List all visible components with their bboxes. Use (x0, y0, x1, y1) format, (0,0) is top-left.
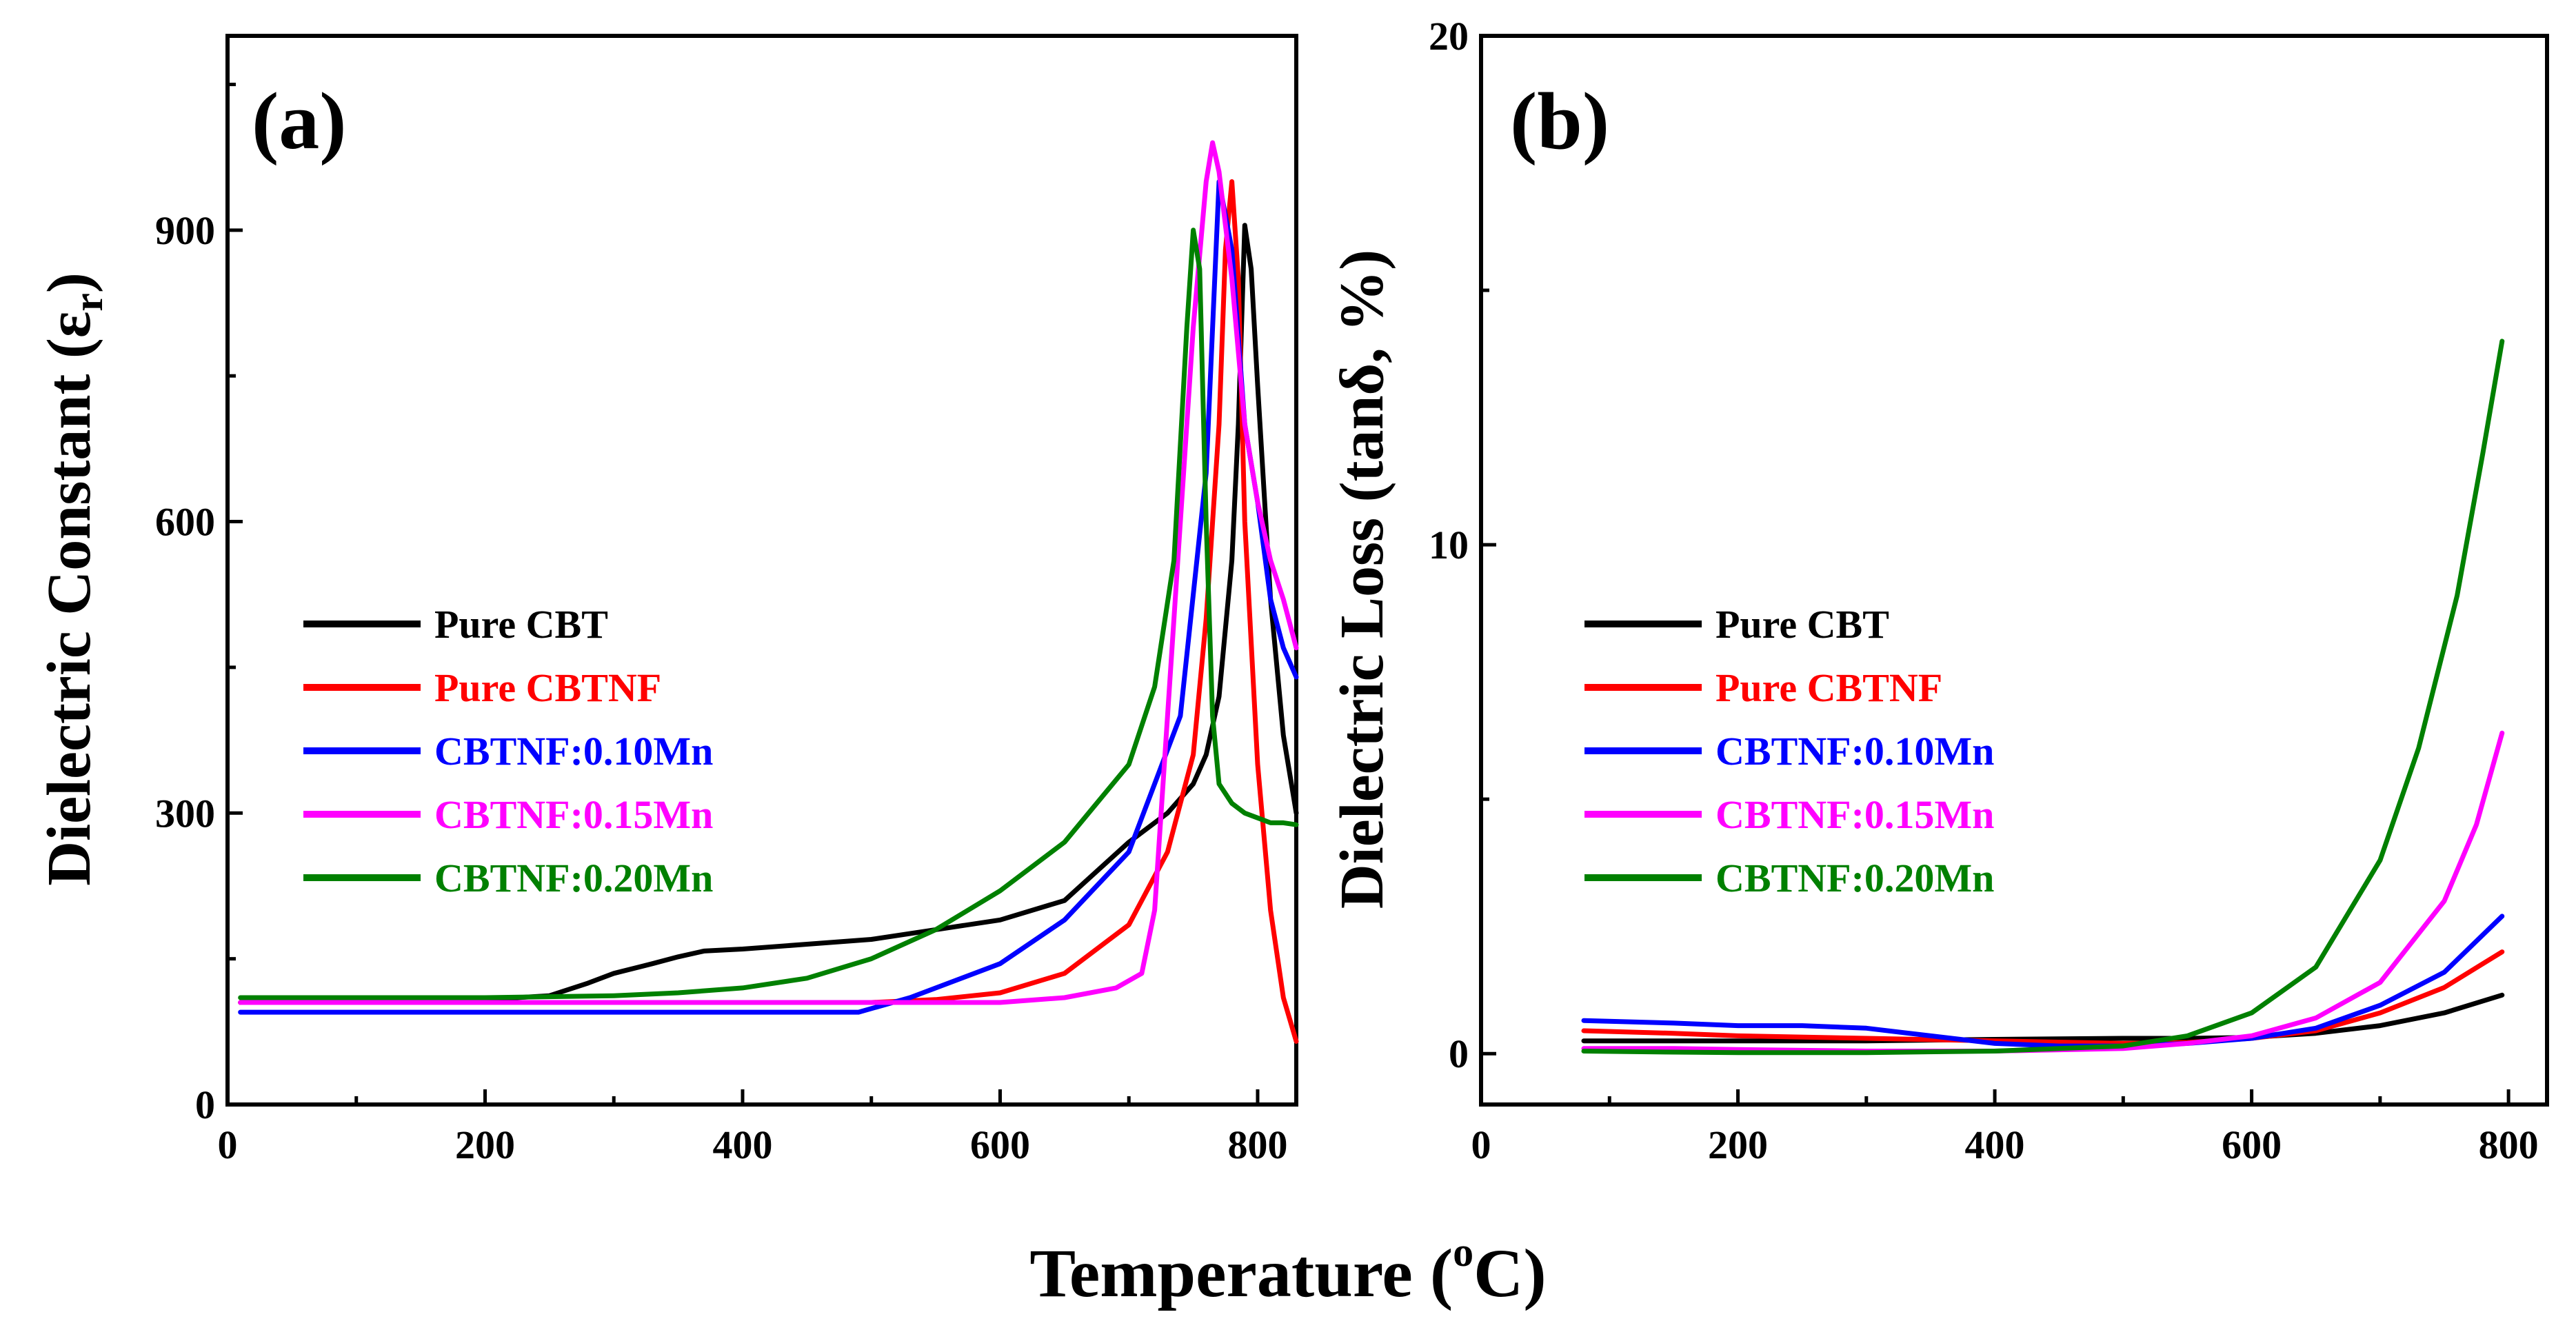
x-tick-label-b-400: 400 (1965, 1122, 2025, 1167)
panel-b: 0 200 400 600 800 0 10 20 (b) Dielectric Loss (… (1328, 14, 2549, 1167)
legend-label-a-pure-cbt: Pure CBT (434, 602, 608, 647)
series-line-a-pure-cbtnf (238, 179, 1299, 1044)
x-tick-label-a-0: 0 (218, 1122, 238, 1167)
x-tick-label-a-400: 400 (712, 1122, 772, 1167)
series-line-a-cbtnf-0-20mn (238, 228, 1299, 1000)
legend-label-a-cbtnf-0-20mn: CBTNF:0.20Mn (434, 856, 713, 900)
series-line-b-cbtnf-0-15mn (1581, 730, 2505, 1053)
y-tick-label-a-300: 300 (155, 791, 215, 836)
x-tick-label-b-800: 800 (2479, 1122, 2539, 1167)
x-tick-label-b-0: 0 (1471, 1122, 1491, 1167)
panel-a: 0 200 400 600 800 0 300 600 900 (a) Dielectric C… (35, 34, 1299, 1167)
plot-a-series (238, 140, 1299, 1044)
legend-label-a-cbtnf-0-10mn: CBTNF:0.10Mn (434, 729, 713, 774)
series-line-b-cbtnf-0-20mn (1581, 339, 2505, 1056)
y-tick-label-b-10: 10 (1429, 523, 1469, 567)
plot-b-series (1581, 339, 2505, 1056)
legend-label-b-pure-cbt: Pure CBT (1715, 602, 1889, 647)
plot-a-ticks: 0 200 400 600 800 0 300 600 900 (155, 82, 1287, 1167)
y-tick-label-b-0: 0 (1449, 1031, 1469, 1076)
legend-label-b-pure-cbtnf: Pure CBTNF (1715, 665, 1942, 710)
series-line-b-cbtnf-0-10mn (1581, 914, 2505, 1049)
x-tick-label-a-800: 800 (1227, 1122, 1287, 1167)
x-tick-label-b-200: 200 (1708, 1122, 1768, 1167)
series-line-b-pure-cbt (1581, 992, 2505, 1044)
y-tick-label-a-600: 600 (155, 500, 215, 545)
plot-b-frame (1479, 34, 2549, 1107)
y-tick-label-a-0: 0 (195, 1082, 215, 1127)
y-tick-label-a-900: 900 (155, 208, 215, 253)
ylabel-b: Dielectric Loss (tanδ, %) (1328, 250, 1396, 909)
series-line-a-cbtnf-0-15mn (238, 140, 1299, 1005)
ylabel-a-main: Dielectric Constant (ε (35, 312, 103, 886)
legend-label-a-cbtnf-0-15mn: CBTNF:0.15Mn (434, 792, 713, 837)
ylabel-a-tail: ) (35, 272, 103, 293)
legend-label-a-pure-cbtnf: Pure CBTNF (434, 665, 661, 710)
legend-label-b-cbtnf-0-20mn: CBTNF:0.20Mn (1715, 856, 1994, 900)
ylabel-a-sub: r (66, 293, 111, 312)
legend-b: Pure CBT Pure CBTNF CBTNF:0.10Mn CBTNF:0.15… (1584, 602, 1994, 900)
x-tick-label-b-600: 600 (2222, 1122, 2282, 1167)
panel-a-label: (a) (252, 76, 347, 166)
x-tick-label-a-200: 200 (455, 1122, 515, 1167)
x-axis-title-sup: o (1453, 1229, 1473, 1275)
x-tick-label-a-600: 600 (970, 1122, 1030, 1167)
y-tick-label-b-20: 20 (1429, 14, 1469, 59)
legend-label-b-cbtnf-0-10mn: CBTNF:0.10Mn (1715, 729, 1994, 774)
x-axis-title-tail: C) (1473, 1235, 1547, 1311)
plot-b-ticks: 0 200 400 600 800 0 10 20 (1429, 14, 2539, 1167)
x-axis-title: Temperature (oC) (1029, 1229, 1546, 1311)
legend-label-b-cbtnf-0-15mn: CBTNF:0.15Mn (1715, 792, 1994, 837)
series-line-a-pure-cbt (238, 223, 1299, 1005)
legend-a: Pure CBT Pure CBTNF CBTNF:0.10Mn CBTNF:0.15… (303, 602, 713, 900)
panel-b-label: (b) (1510, 76, 1609, 166)
ylabel-a: Dielectric Constant (εr) (35, 272, 111, 886)
x-axis-title-main: Temperature ( (1029, 1235, 1453, 1311)
series-line-a-cbtnf-0-10mn (238, 179, 1299, 1015)
plot-a-frame (225, 34, 1298, 1107)
